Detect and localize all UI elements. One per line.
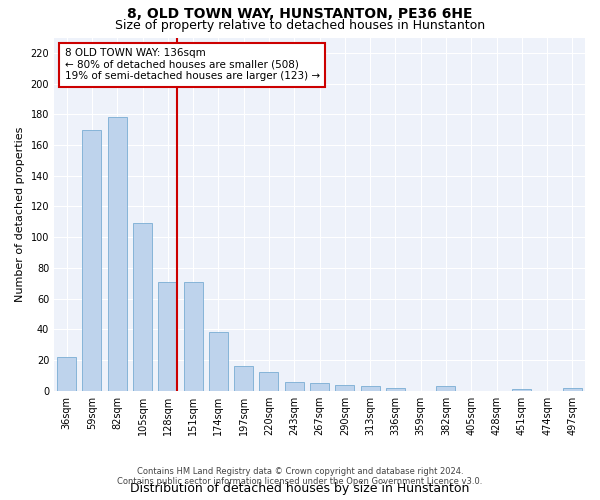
Text: Contains HM Land Registry data © Crown copyright and database right 2024.: Contains HM Land Registry data © Crown c…	[137, 467, 463, 476]
Bar	[310, 383, 329, 391]
Bar	[563, 388, 582, 391]
Text: Size of property relative to detached houses in Hunstanton: Size of property relative to detached ho…	[115, 19, 485, 32]
Bar	[512, 389, 531, 391]
Bar	[386, 388, 405, 391]
Text: 8 OLD TOWN WAY: 136sqm
← 80% of detached houses are smaller (508)
19% of semi-de: 8 OLD TOWN WAY: 136sqm ← 80% of detached…	[65, 48, 320, 82]
Bar	[108, 118, 127, 391]
Bar	[234, 366, 253, 391]
Bar	[57, 357, 76, 391]
Bar	[285, 382, 304, 391]
Bar	[209, 332, 228, 391]
Text: Contains public sector information licensed under the Open Government Licence v3: Contains public sector information licen…	[118, 477, 482, 486]
Bar	[361, 386, 380, 391]
Bar	[335, 384, 354, 391]
Bar	[259, 372, 278, 391]
Bar	[133, 224, 152, 391]
Bar	[436, 386, 455, 391]
Text: 8, OLD TOWN WAY, HUNSTANTON, PE36 6HE: 8, OLD TOWN WAY, HUNSTANTON, PE36 6HE	[127, 8, 473, 22]
Bar	[158, 282, 177, 391]
Bar	[82, 130, 101, 391]
Text: Distribution of detached houses by size in Hunstanton: Distribution of detached houses by size …	[130, 482, 470, 495]
Bar	[184, 282, 203, 391]
Y-axis label: Number of detached properties: Number of detached properties	[15, 126, 25, 302]
